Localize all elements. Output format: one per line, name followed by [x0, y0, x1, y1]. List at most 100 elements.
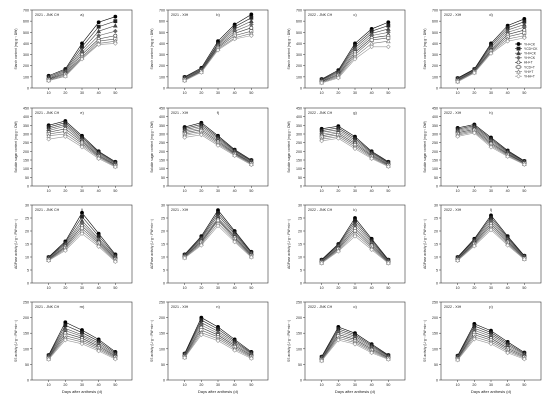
y-tick-label: 50	[434, 176, 438, 180]
data-point	[472, 130, 477, 136]
y-tick-label: 250	[159, 141, 165, 145]
data-point	[455, 79, 460, 85]
data-point	[113, 28, 118, 34]
x-tick-label: 10	[47, 91, 51, 95]
data-point	[215, 338, 221, 344]
x-tick-label: 40	[506, 383, 510, 387]
data-point	[182, 78, 187, 84]
panel-n: 0 50 100 150 200 250 10 20 30 40 50 SS activity (U·…	[150, 301, 269, 394]
data-point	[352, 146, 358, 152]
y-tick-label: 30	[25, 204, 29, 208]
y-tick-label: 400	[432, 115, 438, 119]
x-tick-label: 10	[456, 286, 460, 290]
site-label: 2022 - JNK CH	[308, 208, 333, 212]
data-point	[369, 247, 374, 253]
data-point	[199, 242, 204, 248]
data-point	[249, 356, 254, 361]
x-tick-label: 10	[183, 91, 187, 95]
panel-letter: i)	[81, 207, 84, 212]
y-tick-label: 300	[23, 133, 29, 137]
x-axis-label: Days after anthesis (d)	[335, 389, 376, 394]
y-axis-label: Soluble sugar content (mg g⁻¹ DW)	[287, 121, 291, 173]
panel-g: 0 50 100 150 200 250 300 350 400 450 10 20 30 40 50 Sol…	[287, 107, 406, 193]
panel-letter: a)	[80, 12, 84, 17]
y-tick-label: 350	[23, 124, 29, 128]
x-tick-label: 40	[506, 91, 510, 95]
y-tick-label: 200	[296, 150, 302, 154]
y-tick-label: 20	[434, 230, 438, 234]
data-point	[46, 258, 51, 263]
data-point	[319, 260, 324, 266]
legend-marker	[516, 46, 521, 51]
site-label: 2022 - XIH	[444, 208, 462, 212]
data-point	[505, 154, 510, 159]
x-tick-label: 40	[370, 91, 374, 95]
y-tick-label: 500	[296, 31, 302, 35]
panel-f: 0 50 100 150 200 250 300 350 400 450 10 20 30 40 50 Sol…	[150, 107, 269, 193]
y-tick-label: 400	[159, 115, 165, 119]
data-point	[113, 164, 118, 170]
data-point	[522, 356, 527, 362]
y-tick-label: 0	[163, 87, 165, 91]
y-tick-label: 50	[298, 363, 302, 367]
y-tick-label: 100	[432, 167, 438, 171]
x-tick-label: 30	[216, 91, 220, 95]
site-label: 2021 - JNK CH	[35, 13, 60, 17]
x-tick-label: 30	[216, 383, 220, 387]
data-point	[63, 337, 68, 343]
x-axis-label: Days after anthesis (d)	[198, 389, 239, 394]
legend-marker	[516, 65, 521, 69]
y-tick-label: 200	[23, 316, 29, 320]
y-tick-label: 100	[23, 167, 29, 171]
x-tick-label: 50	[522, 286, 526, 290]
data-point	[369, 44, 374, 50]
x-tick-label: 30	[489, 383, 493, 387]
panel-a: 0 100 200 300 400 500 600 700 10 20 30 40 50 Starch c…	[14, 9, 133, 95]
y-tick-label: 25	[161, 217, 165, 221]
x-tick-label: 30	[216, 189, 220, 193]
x-tick-label: 20	[199, 189, 203, 193]
y-tick-label: 5	[436, 269, 438, 273]
data-point	[232, 36, 237, 42]
data-point	[472, 243, 477, 249]
y-tick-label: 300	[159, 133, 165, 137]
y-tick-label: 25	[298, 217, 302, 221]
site-label: 2022 - XIH	[444, 13, 462, 17]
x-tick-label: 30	[353, 286, 357, 290]
x-tick-label: 10	[320, 286, 324, 290]
panel-letter: f)	[217, 110, 220, 115]
y-tick-label: 300	[159, 53, 165, 57]
y-tick-label: 5	[300, 269, 302, 273]
y-tick-label: 350	[159, 124, 165, 128]
x-tick-label: 20	[472, 189, 476, 193]
y-tick-label: 250	[296, 141, 302, 145]
x-tick-label: 50	[113, 189, 117, 193]
x-tick-label: 50	[386, 91, 390, 95]
panel-m: 0 50 100 150 200 250 10 20 30 40 50 SS activity (U·…	[14, 301, 133, 394]
data-point	[522, 35, 527, 41]
panel-d: 0 100 200 300 400 500 600 700 10 20 30 40 50 Starch c…	[423, 9, 542, 95]
data-point	[352, 56, 358, 62]
data-point	[79, 56, 85, 62]
data-point	[46, 78, 51, 84]
data-point	[63, 134, 68, 139]
x-tick-label: 30	[489, 189, 493, 193]
y-tick-label: 150	[296, 159, 302, 163]
x-tick-label: 40	[370, 383, 374, 387]
data-point	[522, 162, 527, 167]
y-tick-label: 100	[159, 347, 165, 351]
data-point	[319, 138, 324, 144]
data-point	[63, 73, 68, 79]
data-point	[215, 143, 221, 148]
data-point	[319, 80, 324, 86]
data-point	[455, 258, 460, 263]
x-tick-label: 50	[249, 91, 253, 95]
data-point	[199, 332, 204, 338]
y-tick-label: 200	[432, 64, 438, 68]
x-tick-label: 30	[80, 383, 84, 387]
data-point	[352, 341, 358, 347]
panel-letter: k)	[353, 207, 357, 212]
data-point	[472, 70, 477, 76]
y-tick-label: 0	[436, 282, 438, 286]
panel-j: 0 5 10 15 20 25 30 10 20 30 40 50 AGPase activity (U…	[150, 204, 269, 290]
